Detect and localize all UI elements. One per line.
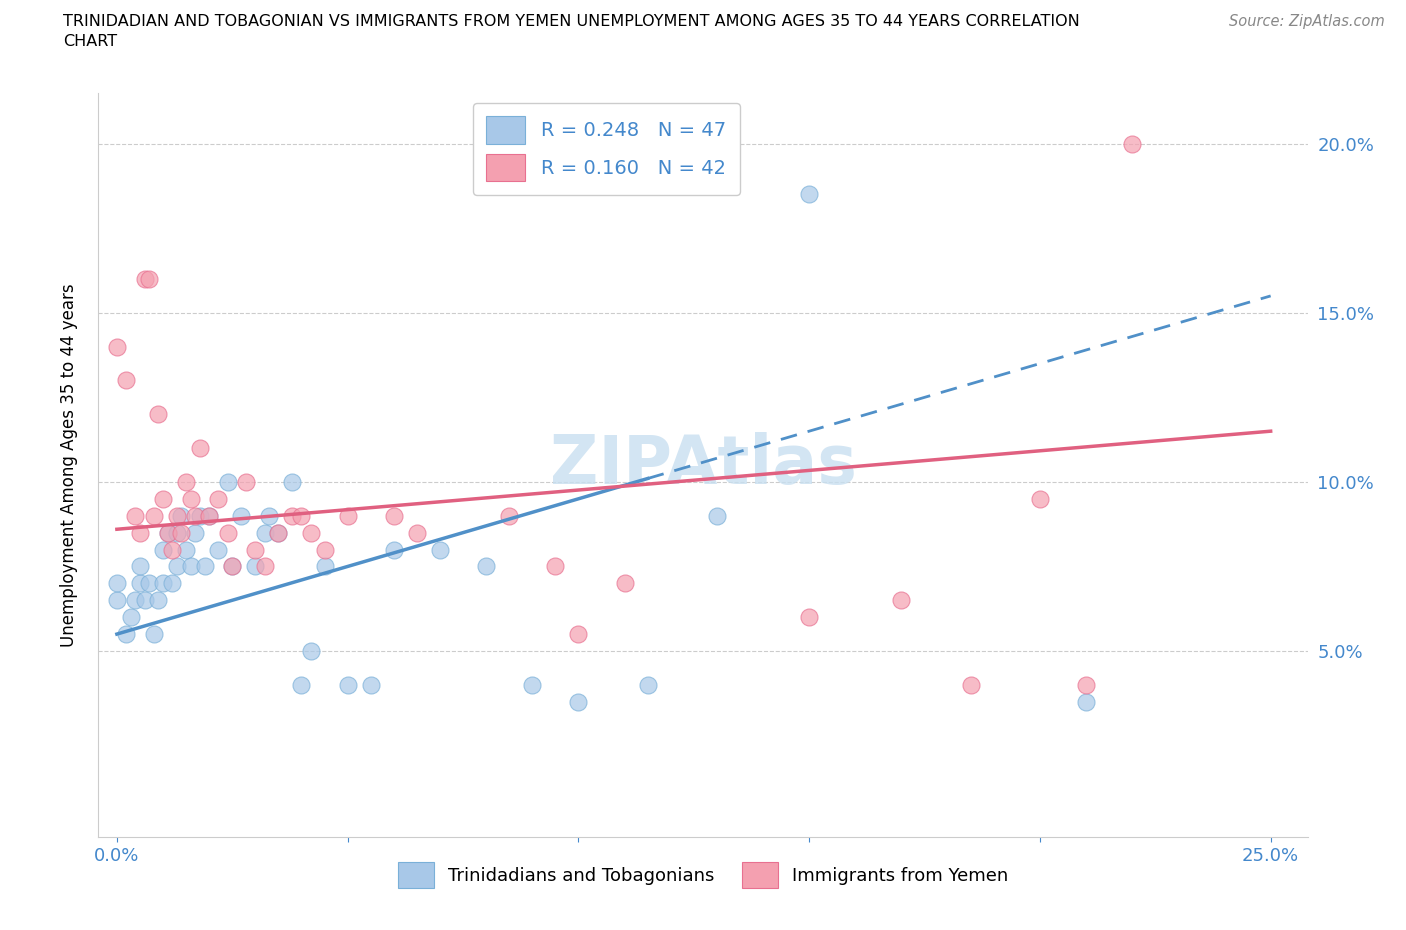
Point <box>336 509 359 524</box>
Point <box>290 677 312 692</box>
Point <box>299 644 322 658</box>
Text: ZIPAtlas: ZIPAtlas <box>550 432 856 498</box>
Point <box>152 576 174 591</box>
Point <box>267 525 290 540</box>
Point <box>217 525 239 540</box>
Point <box>184 509 207 524</box>
Point <box>245 559 267 574</box>
Y-axis label: Unemployment Among Ages 35 to 44 years: Unemployment Among Ages 35 to 44 years <box>59 284 77 646</box>
Point <box>314 559 336 574</box>
Point <box>637 677 659 692</box>
Point <box>162 542 184 557</box>
Point <box>142 509 165 524</box>
Point <box>193 559 215 574</box>
Point <box>170 525 193 540</box>
Point <box>429 542 451 557</box>
Point <box>245 542 267 557</box>
Point <box>299 525 322 540</box>
Point <box>281 474 304 489</box>
Point <box>198 509 221 524</box>
Point <box>382 542 405 557</box>
Point <box>138 576 160 591</box>
Point <box>281 509 304 524</box>
Text: Source: ZipAtlas.com: Source: ZipAtlas.com <box>1229 14 1385 29</box>
Point <box>221 559 243 574</box>
Point <box>290 509 312 524</box>
Point <box>124 592 146 607</box>
Point <box>134 272 156 286</box>
Point <box>1074 677 1097 692</box>
Point <box>544 559 567 574</box>
Point <box>152 542 174 557</box>
Point <box>797 610 820 625</box>
Point <box>120 610 142 625</box>
Point <box>217 474 239 489</box>
Point <box>522 677 544 692</box>
Point <box>314 542 336 557</box>
Point <box>180 491 202 506</box>
Point <box>162 576 184 591</box>
Point <box>221 559 243 574</box>
Point <box>166 509 188 524</box>
Point <box>382 509 405 524</box>
Point <box>198 509 221 524</box>
Point <box>188 441 211 456</box>
Text: TRINIDADIAN AND TOBAGONIAN VS IMMIGRANTS FROM YEMEN UNEMPLOYMENT AMONG AGES 35 T: TRINIDADIAN AND TOBAGONIAN VS IMMIGRANTS… <box>63 14 1080 29</box>
Point <box>105 576 128 591</box>
Point <box>498 509 520 524</box>
Point <box>188 509 211 524</box>
Point <box>207 491 229 506</box>
Point <box>253 559 276 574</box>
Point <box>267 525 290 540</box>
Point <box>166 559 188 574</box>
Point <box>567 695 589 710</box>
Point <box>475 559 498 574</box>
Point <box>129 525 152 540</box>
Point <box>613 576 636 591</box>
Point <box>115 627 138 642</box>
Point <box>235 474 257 489</box>
Point <box>134 592 156 607</box>
Point <box>129 559 152 574</box>
Point <box>152 491 174 506</box>
Point <box>142 627 165 642</box>
Point <box>231 509 253 524</box>
Point <box>105 592 128 607</box>
Point <box>797 187 820 202</box>
Point <box>148 406 170 421</box>
Point <box>124 509 146 524</box>
Text: CHART: CHART <box>63 34 117 49</box>
Point <box>890 592 912 607</box>
Point <box>360 677 382 692</box>
Point <box>706 509 728 524</box>
Point <box>257 509 280 524</box>
Point <box>184 525 207 540</box>
Legend: Trinidadians and Tobagonians, Immigrants from Yemen: Trinidadians and Tobagonians, Immigrants… <box>391 855 1015 895</box>
Point <box>156 525 179 540</box>
Point <box>253 525 276 540</box>
Point <box>174 474 197 489</box>
Point <box>148 592 170 607</box>
Point <box>174 542 197 557</box>
Point <box>138 272 160 286</box>
Point <box>156 525 179 540</box>
Point <box>105 339 128 354</box>
Point <box>959 677 981 692</box>
Point <box>336 677 359 692</box>
Point <box>1121 137 1143 152</box>
Point <box>1029 491 1052 506</box>
Point <box>405 525 427 540</box>
Point <box>1074 695 1097 710</box>
Point <box>170 509 193 524</box>
Point <box>207 542 229 557</box>
Point <box>567 627 589 642</box>
Point <box>129 576 152 591</box>
Point <box>180 559 202 574</box>
Point <box>115 373 138 388</box>
Point <box>166 525 188 540</box>
